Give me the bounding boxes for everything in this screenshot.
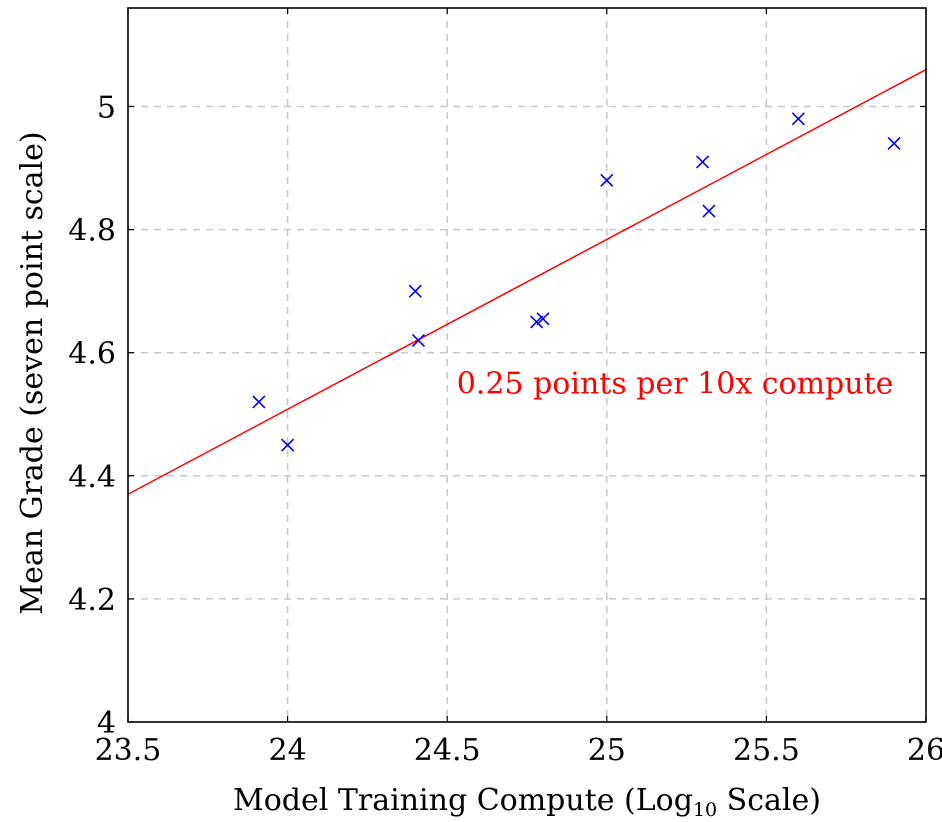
y-tick-label: 4.6 bbox=[68, 337, 116, 372]
x-tick-label: 23.5 bbox=[95, 733, 162, 768]
y-tick-label: 5 bbox=[97, 90, 116, 125]
data-point bbox=[408, 284, 422, 298]
x-tick-label: 25.5 bbox=[733, 733, 800, 768]
data-point bbox=[411, 333, 426, 347]
data-point bbox=[281, 438, 295, 452]
x-tick-labels: 23.5 24 24.5 25 25.5 26 bbox=[95, 733, 942, 768]
x-axis-label: Model Training Compute (Log10 Scale) bbox=[233, 783, 821, 821]
x-tick-label: 24 bbox=[269, 733, 307, 768]
x-axis-label-end: Scale) bbox=[717, 783, 821, 818]
x-tick-label: 24.5 bbox=[414, 733, 481, 768]
y-axis-label: Mean Grade (seven point scale) bbox=[15, 131, 50, 614]
y-tick-label: 4.2 bbox=[68, 583, 116, 618]
y-tick-label: 4.8 bbox=[68, 214, 116, 249]
slope-annotation: 0.25 points per 10x compute bbox=[457, 366, 894, 401]
x-axis-label-main: Model Training Compute (Log bbox=[233, 783, 693, 818]
data-point bbox=[791, 112, 805, 126]
data-point bbox=[600, 173, 614, 187]
data-points bbox=[252, 112, 901, 452]
data-point bbox=[530, 315, 544, 329]
x-tick-label: 26 bbox=[907, 733, 942, 768]
y-tick-label: 4 bbox=[97, 706, 116, 741]
data-point bbox=[252, 395, 266, 409]
data-point bbox=[695, 155, 710, 169]
grid bbox=[128, 8, 926, 722]
y-tick-labels: 4 4.2 4.4 4.6 4.8 5 bbox=[68, 90, 116, 741]
y-tick-label: 4.4 bbox=[68, 460, 116, 495]
axis-ticks bbox=[127, 8, 927, 723]
x-axis-label-subscript: 10 bbox=[693, 799, 717, 821]
plot-frame bbox=[127, 7, 927, 723]
data-point bbox=[536, 312, 550, 326]
x-tick-label: 25 bbox=[588, 733, 626, 768]
data-point bbox=[702, 204, 716, 218]
data-point bbox=[887, 136, 901, 150]
trend-line bbox=[127, 68, 927, 495]
